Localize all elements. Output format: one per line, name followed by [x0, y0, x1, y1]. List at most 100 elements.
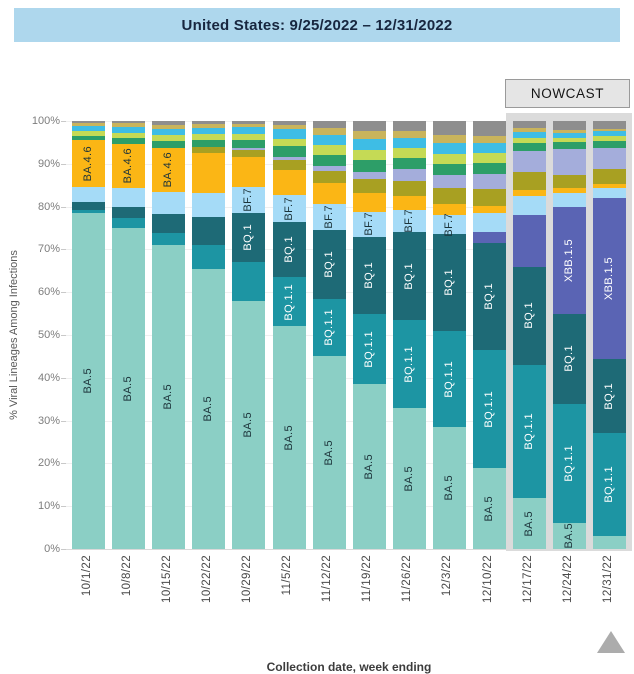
- bar-segment-BA.5[interactable]: BA.5: [392, 407, 426, 549]
- bar-segment-BN.1[interactable]: [272, 160, 306, 171]
- bar-segment-BA.4.6[interactable]: [272, 170, 306, 196]
- bar-segment-BN.1[interactable]: [312, 171, 346, 184]
- bar-segment-Other[interactable]: [593, 121, 627, 129]
- bar-segment-BA.4.6[interactable]: [352, 192, 386, 212]
- bar-segment-BA.2.75.2[interactable]: [112, 123, 146, 127]
- bar-segment-BQ.1[interactable]: [152, 214, 186, 233]
- bar-segment-BA.5.2.6[interactable]: [112, 126, 146, 133]
- bar-segment-Other[interactable]: [232, 121, 266, 124]
- bar-segment-BA.5[interactable]: BA.5: [553, 523, 587, 549]
- bar-segment-BQ.1.1[interactable]: [152, 232, 186, 246]
- bar-segment-BF.11[interactable]: [392, 148, 426, 158]
- bar-segment-BA.2.75[interactable]: [72, 136, 105, 141]
- bar-segment-BA.2.75[interactable]: [392, 157, 426, 169]
- bar-segment-BQ.1.1[interactable]: BQ.1.1: [272, 277, 306, 327]
- bar-segment-BF.7[interactable]: BF.7: [312, 203, 346, 231]
- bar-segment-Other[interactable]: [553, 121, 587, 130]
- bar-segment-BA.2.75[interactable]: [352, 160, 386, 173]
- bar-segment-BA.2.75[interactable]: [553, 142, 587, 150]
- bar-segment-BQ.1[interactable]: [192, 217, 226, 245]
- bar-segment-BA.4.6[interactable]: [593, 184, 627, 188]
- bar-segment-XBB[interactable]: [473, 173, 506, 190]
- bar-segment-BF.7[interactable]: [72, 187, 105, 203]
- bar-segment-BA.2.75.2[interactable]: [392, 131, 426, 139]
- bar-segment-BQ.1[interactable]: BQ.1: [432, 234, 466, 331]
- bar-segment-BA.5.2.6[interactable]: [473, 142, 506, 154]
- bar-segment-BF.11[interactable]: [553, 138, 587, 143]
- bar-segment-BN.1[interactable]: [553, 174, 587, 188]
- bar-segment-BF.7[interactable]: [152, 191, 186, 215]
- bar-segment-BA.2.75[interactable]: [272, 146, 306, 157]
- bar-segment-BQ.1.1[interactable]: [192, 244, 226, 269]
- bar-segment-BA.5.2.6[interactable]: [553, 133, 587, 139]
- bar-segment-BQ.1.1[interactable]: [112, 218, 146, 228]
- bar-segment-BQ.1.1[interactable]: [72, 209, 105, 214]
- bar-segment-BA.2.75.2[interactable]: [192, 123, 226, 128]
- bar-segment-BA.4.6[interactable]: [232, 157, 266, 188]
- bar-segment-BA.4.6[interactable]: [432, 203, 466, 215]
- bar-segment-BA.2.75.2[interactable]: [473, 136, 506, 143]
- bar-segment-XBB[interactable]: [553, 149, 587, 175]
- bar-segment-BF.7[interactable]: BF.7: [392, 209, 426, 233]
- bar-segment-BQ.1[interactable]: BQ.1: [232, 213, 266, 263]
- bar-segment-BF.7[interactable]: BF.7: [232, 187, 266, 214]
- bar-segment-BQ.1.1[interactable]: [232, 262, 266, 301]
- bar-segment-BF.7[interactable]: [112, 188, 146, 208]
- bar-segment-BA.5.2.6[interactable]: [352, 139, 386, 151]
- bar-segment-BA.4.6[interactable]: [553, 187, 587, 193]
- bar-segment-BQ.1[interactable]: BQ.1: [272, 221, 306, 278]
- bar-segment-Other[interactable]: [192, 121, 226, 124]
- bar-segment-BQ.1[interactable]: [112, 207, 146, 219]
- bar-segment-BF.11[interactable]: [513, 137, 547, 143]
- bar-segment-BN.1[interactable]: [192, 146, 226, 154]
- bar-segment-BA.2.75.2[interactable]: [232, 123, 266, 128]
- bar-segment-XBB[interactable]: [392, 168, 426, 181]
- bar-segment-BA.5.2.6[interactable]: [392, 138, 426, 149]
- bar-segment-BA.5[interactable]: BA.5: [232, 300, 266, 549]
- bar-segment-XBB[interactable]: [352, 172, 386, 180]
- bar-segment-BA.5[interactable]: BA.5: [432, 427, 466, 549]
- bar-segment-Other[interactable]: [112, 121, 146, 124]
- bar-segment-BQ.1[interactable]: BQ.1: [352, 236, 386, 314]
- bar-segment-BA.4.6[interactable]: [312, 183, 346, 204]
- bar-segment-Other[interactable]: [272, 121, 306, 125]
- bar-segment-XBB.1.5[interactable]: [513, 215, 547, 267]
- bar-segment-BA.2.75[interactable]: [152, 141, 186, 149]
- bar-segment-BF.11[interactable]: [473, 153, 506, 163]
- bar-segment-BQ.1.1[interactable]: BQ.1.1: [593, 433, 627, 537]
- bar-segment-BQ.1[interactable]: BQ.1: [392, 232, 426, 321]
- bar-segment-BA.5.2.6[interactable]: [312, 135, 346, 146]
- bar-segment-BA.2.75[interactable]: [593, 140, 627, 148]
- bar-segment-BF.11[interactable]: [72, 131, 105, 137]
- bar-segment-BF.11[interactable]: [112, 132, 146, 138]
- expand-arrow-icon[interactable]: [597, 631, 625, 653]
- bar-segment-XBB[interactable]: [272, 156, 306, 160]
- bar-segment-BF.7[interactable]: BF.7: [432, 213, 466, 236]
- bar-segment-BF.11[interactable]: [232, 133, 266, 140]
- bar-segment-BF.7[interactable]: [192, 193, 226, 218]
- bar-segment-BA.5[interactable]: BA.5: [272, 326, 306, 549]
- bar-segment-Other[interactable]: [473, 121, 506, 137]
- bar-segment-BA.2.75[interactable]: [432, 164, 466, 176]
- bar-segment-BA.2.75.2[interactable]: [72, 122, 105, 127]
- bar-segment-Other[interactable]: [432, 121, 466, 136]
- bar-segment-BA.5[interactable]: [593, 536, 627, 549]
- bar-segment-Other[interactable]: [312, 121, 346, 129]
- bar-segment-BA.5[interactable]: BA.5: [312, 356, 346, 549]
- bar-segment-Other[interactable]: [152, 121, 186, 125]
- bar-segment-BN.1[interactable]: [392, 180, 426, 197]
- bar-segment-BQ.1[interactable]: [72, 202, 105, 210]
- bar-segment-BA.5[interactable]: BA.5: [352, 384, 386, 549]
- bar-segment-BF.11[interactable]: [593, 136, 627, 141]
- bar-segment-BN.1[interactable]: [473, 189, 506, 207]
- bar-segment-BA.5.2.6[interactable]: [432, 142, 466, 154]
- bar-segment-BF.11[interactable]: [432, 154, 466, 165]
- bar-segment-BA.2.75.2[interactable]: [432, 135, 466, 143]
- bar-segment-BA.2.75[interactable]: [473, 162, 506, 174]
- bar-segment-BF.11[interactable]: [152, 135, 186, 142]
- bar-segment-XBB[interactable]: [593, 147, 627, 169]
- bar-segment-BA.4.6[interactable]: BA.4.6: [72, 140, 105, 188]
- bar-segment-BN.1[interactable]: [352, 179, 386, 193]
- bar-segment-BQ.1.1[interactable]: BQ.1.1: [352, 313, 386, 385]
- bar-segment-BA.5[interactable]: BA.5: [152, 245, 186, 549]
